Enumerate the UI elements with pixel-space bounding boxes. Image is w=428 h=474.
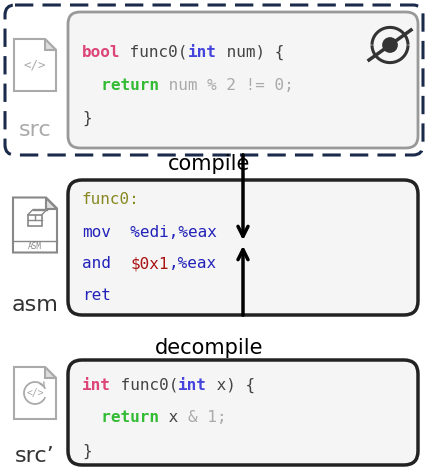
Text: }: } bbox=[82, 443, 92, 459]
Polygon shape bbox=[14, 39, 56, 91]
Text: int: int bbox=[82, 377, 111, 392]
Text: return: return bbox=[82, 78, 159, 92]
Text: and: and bbox=[82, 256, 111, 272]
Text: compile: compile bbox=[168, 154, 250, 174]
Text: ASM: ASM bbox=[28, 241, 42, 250]
Text: decompile: decompile bbox=[155, 338, 264, 358]
FancyBboxPatch shape bbox=[68, 180, 418, 315]
Polygon shape bbox=[14, 367, 56, 419]
Text: func0(: func0( bbox=[111, 377, 178, 392]
Text: x: x bbox=[159, 410, 188, 426]
Text: bool: bool bbox=[82, 45, 121, 60]
Text: int: int bbox=[188, 45, 217, 60]
Text: %edi,%eax: %edi,%eax bbox=[111, 225, 217, 239]
Text: asm: asm bbox=[12, 295, 59, 315]
Text: func0:: func0: bbox=[82, 192, 140, 208]
Polygon shape bbox=[46, 198, 57, 209]
Text: int: int bbox=[178, 377, 207, 392]
FancyBboxPatch shape bbox=[68, 360, 418, 465]
Text: </>: </> bbox=[24, 58, 46, 72]
Text: ret: ret bbox=[82, 289, 111, 303]
Text: src: src bbox=[19, 120, 51, 140]
Text: x) {: x) { bbox=[207, 377, 255, 392]
Text: }: } bbox=[82, 110, 92, 126]
Text: src’: src’ bbox=[15, 446, 55, 466]
Bar bbox=[28, 215, 42, 226]
Polygon shape bbox=[45, 367, 56, 378]
Text: ,%eax: ,%eax bbox=[169, 256, 217, 272]
Polygon shape bbox=[45, 39, 56, 50]
Circle shape bbox=[383, 38, 397, 52]
Text: </>: </> bbox=[26, 388, 44, 398]
Text: num % 2 != 0;: num % 2 != 0; bbox=[159, 78, 294, 92]
Text: & 1;: & 1; bbox=[188, 410, 226, 426]
Text: return: return bbox=[82, 410, 159, 426]
Text: $0x1: $0x1 bbox=[130, 256, 169, 272]
FancyBboxPatch shape bbox=[68, 12, 418, 148]
Text: mov: mov bbox=[82, 225, 111, 239]
Polygon shape bbox=[13, 198, 57, 253]
Text: func0(: func0( bbox=[121, 45, 188, 60]
Text: num) {: num) { bbox=[217, 45, 284, 60]
